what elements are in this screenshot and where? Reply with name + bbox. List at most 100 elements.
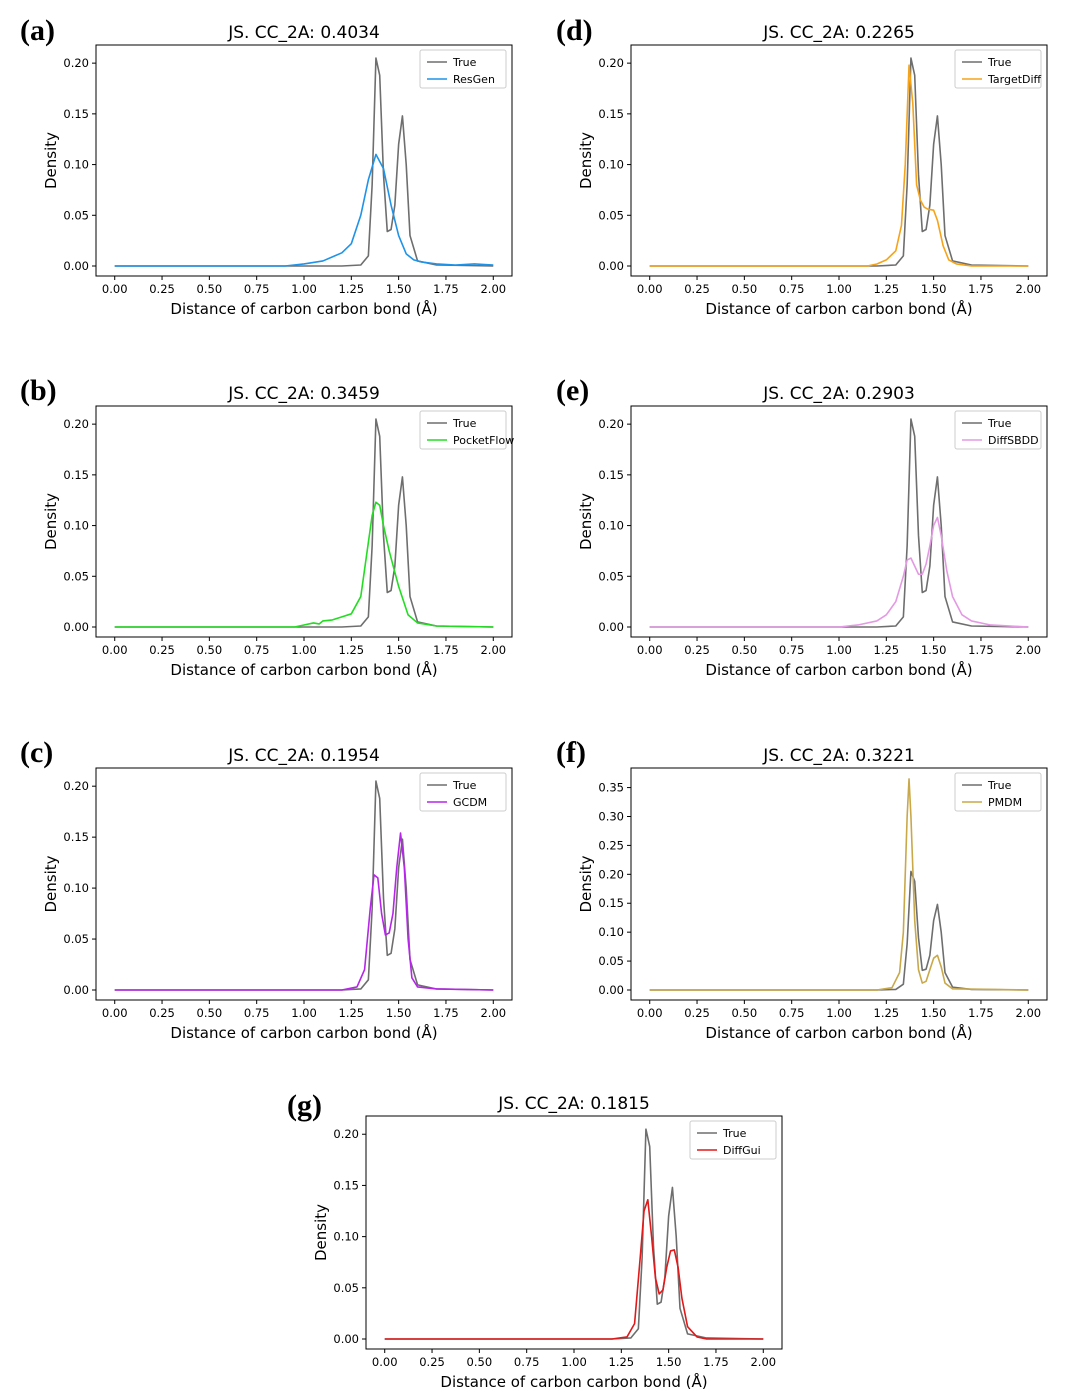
y-axis-label: Density bbox=[577, 132, 595, 189]
series-line-true bbox=[649, 870, 1029, 991]
legend-entry: True bbox=[987, 417, 1012, 430]
y-tick-label: 0.15 bbox=[63, 830, 89, 844]
x-tick-label: 0.00 bbox=[637, 282, 663, 296]
y-tick-label: 0.35 bbox=[598, 781, 624, 795]
x-tick-label: 0.75 bbox=[779, 282, 805, 296]
y-tick-label: 0.20 bbox=[598, 56, 624, 70]
x-tick-label: 0.75 bbox=[514, 1355, 540, 1369]
chart-title: JS. CC_2A: 0.1815 bbox=[497, 1094, 650, 1114]
x-tick-label: 1.75 bbox=[703, 1355, 729, 1369]
series-line-true bbox=[114, 780, 494, 991]
x-tick-label: 2.00 bbox=[480, 1006, 506, 1020]
y-axis-label: Density bbox=[577, 493, 595, 550]
y-tick-label: 0.00 bbox=[63, 259, 89, 273]
x-tick-label: 0.00 bbox=[102, 643, 128, 657]
panel-letter: (b) bbox=[20, 374, 57, 407]
x-tick-label: 0.25 bbox=[684, 1006, 710, 1020]
y-tick-label: 0.00 bbox=[598, 259, 624, 273]
y-tick-label: 0.10 bbox=[63, 158, 89, 172]
series-line-true bbox=[649, 418, 1029, 628]
x-tick-label: 0.25 bbox=[684, 282, 710, 296]
chart-title: JS. CC_2A: 0.3221 bbox=[762, 746, 915, 766]
y-axis-label: Density bbox=[42, 493, 60, 550]
y-tick-label: 0.20 bbox=[63, 56, 89, 70]
x-tick-label: 1.00 bbox=[291, 1006, 317, 1020]
chart-title: JS. CC_2A: 0.2903 bbox=[762, 384, 915, 404]
x-tick-label: 0.50 bbox=[467, 1355, 493, 1369]
x-tick-label: 1.00 bbox=[291, 643, 317, 657]
x-axis-label: Distance of carbon carbon bond (Å) bbox=[440, 1372, 707, 1390]
x-tick-label: 0.50 bbox=[732, 643, 758, 657]
chart-title: JS. CC_2A: 0.1954 bbox=[227, 746, 380, 766]
y-tick-label: 0.10 bbox=[598, 519, 624, 533]
x-tick-label: 2.00 bbox=[480, 282, 506, 296]
chart-title: JS. CC_2A: 0.2265 bbox=[762, 23, 915, 43]
x-tick-label: 0.75 bbox=[244, 643, 270, 657]
x-tick-label: 1.50 bbox=[386, 282, 412, 296]
legend-entry: PocketFlow bbox=[453, 434, 514, 447]
x-tick-label: 1.00 bbox=[291, 282, 317, 296]
y-tick-label: 0.10 bbox=[333, 1230, 359, 1244]
y-tick-label: 0.15 bbox=[598, 468, 624, 482]
y-axis-label: Density bbox=[42, 132, 60, 189]
panel-letter: (c) bbox=[20, 736, 53, 769]
legend-entry: True bbox=[452, 417, 477, 430]
chart-title: JS. CC_2A: 0.4034 bbox=[227, 23, 380, 43]
panel-letter: (g) bbox=[287, 1089, 322, 1122]
x-tick-label: 1.25 bbox=[339, 1006, 365, 1020]
x-tick-label: 1.50 bbox=[921, 643, 947, 657]
y-tick-label: 0.05 bbox=[63, 569, 89, 583]
x-tick-label: 0.75 bbox=[779, 1006, 805, 1020]
chart-panel: (g) JS. CC_2A: 0.1815 0.00 0.25 0.50 0.75 1.00… bbox=[287, 1089, 783, 1390]
x-tick-label: 0.25 bbox=[149, 1006, 175, 1020]
panel-letter: (e) bbox=[556, 374, 589, 407]
x-tick-label: 1.00 bbox=[826, 1006, 852, 1020]
x-tick-label: 0.75 bbox=[779, 643, 805, 657]
x-tick-label: 1.25 bbox=[339, 282, 365, 296]
x-tick-label: 1.25 bbox=[339, 643, 365, 657]
x-axis-label: Distance of carbon carbon bond (Å) bbox=[170, 299, 437, 318]
x-tick-label: 1.00 bbox=[826, 643, 852, 657]
chart-panel: (b) JS. CC_2A: 0.3459 0.00 0.25 0.50 0.75 1.00… bbox=[20, 374, 514, 679]
y-tick-label: 0.05 bbox=[333, 1281, 359, 1295]
panel-letter: (f) bbox=[556, 736, 586, 769]
x-tick-label: 1.00 bbox=[826, 282, 852, 296]
x-tick-label: 0.25 bbox=[419, 1355, 445, 1369]
y-tick-label: 0.15 bbox=[598, 896, 624, 910]
panel-letter: (a) bbox=[20, 14, 55, 47]
legend-entry: ResGen bbox=[453, 73, 495, 86]
series-line-diffgui bbox=[384, 1198, 764, 1340]
chart-panel: (a) JS. CC_2A: 0.4034 0.00 0.25 0.50 0.75 1.00… bbox=[20, 14, 513, 318]
x-axis-label: Distance of carbon carbon bond (Å) bbox=[705, 299, 972, 318]
x-tick-label: 0.00 bbox=[102, 1006, 128, 1020]
y-tick-label: 0.15 bbox=[333, 1178, 359, 1192]
x-tick-label: 1.75 bbox=[433, 282, 459, 296]
chart-panel: (c) JS. CC_2A: 0.1954 0.00 0.25 0.50 0.75 1.00… bbox=[20, 736, 513, 1042]
x-tick-label: 1.50 bbox=[386, 1006, 412, 1020]
y-tick-label: 0.10 bbox=[63, 519, 89, 533]
legend-entry: TargetDiff bbox=[987, 73, 1042, 86]
series-line-true bbox=[384, 1128, 764, 1340]
y-tick-label: 0.05 bbox=[63, 208, 89, 222]
y-tick-label: 0.05 bbox=[598, 954, 624, 968]
legend-entry: True bbox=[722, 1127, 747, 1140]
x-tick-label: 2.00 bbox=[750, 1355, 776, 1369]
x-tick-label: 2.00 bbox=[1015, 1006, 1041, 1020]
x-tick-label: 0.25 bbox=[684, 643, 710, 657]
x-tick-label: 1.75 bbox=[433, 643, 459, 657]
x-tick-label: 1.25 bbox=[609, 1355, 635, 1369]
y-tick-label: 0.00 bbox=[333, 1332, 359, 1346]
x-tick-label: 0.50 bbox=[197, 282, 223, 296]
y-tick-label: 0.00 bbox=[63, 983, 89, 997]
legend-entry: True bbox=[987, 779, 1012, 792]
y-axis-label: Density bbox=[42, 855, 60, 912]
y-tick-label: 0.15 bbox=[598, 107, 624, 121]
x-tick-label: 0.00 bbox=[102, 282, 128, 296]
x-tick-label: 0.75 bbox=[244, 1006, 270, 1020]
x-axis-label: Distance of carbon carbon bond (Å) bbox=[170, 660, 437, 679]
y-tick-label: 0.15 bbox=[63, 107, 89, 121]
x-axis-label: Distance of carbon carbon bond (Å) bbox=[170, 1023, 437, 1042]
x-tick-label: 1.75 bbox=[968, 643, 994, 657]
y-tick-label: 0.10 bbox=[598, 925, 624, 939]
y-tick-label: 0.10 bbox=[63, 881, 89, 895]
